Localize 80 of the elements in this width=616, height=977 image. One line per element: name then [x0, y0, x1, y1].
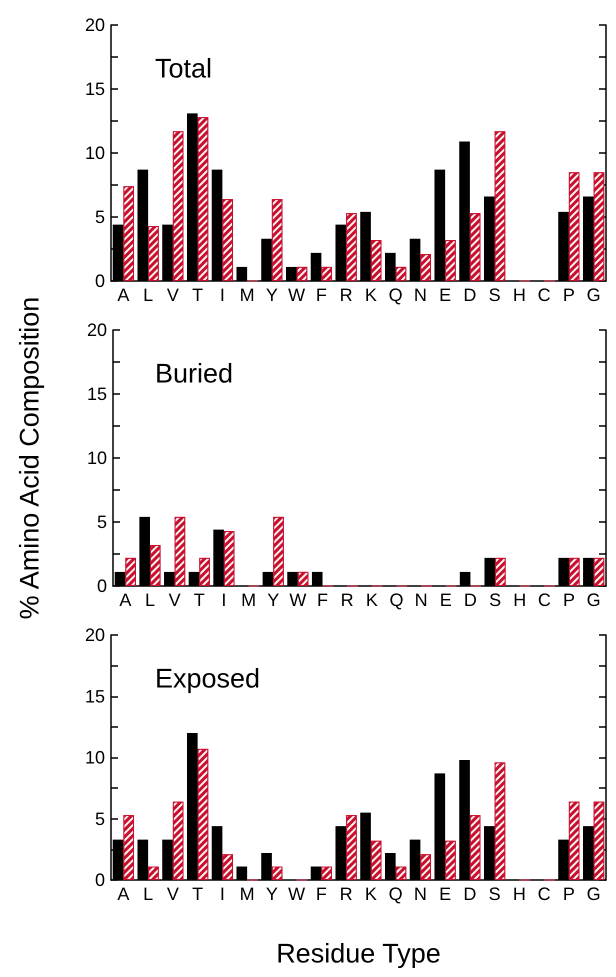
y-tick-label: 15	[84, 686, 105, 706]
y-tick-label: 15	[84, 79, 105, 99]
y-tick-label: 0	[94, 870, 105, 890]
x-tick-label: A	[119, 590, 132, 610]
x-tick-label: A	[117, 285, 130, 305]
x-tick-label: P	[562, 884, 575, 904]
x-tick-label: I	[220, 285, 225, 305]
x-tick-label: I	[220, 884, 225, 904]
y-tick-label: 5	[94, 207, 105, 227]
x-tick-label: N	[414, 590, 428, 610]
x-tick-label: I	[221, 590, 226, 610]
x-tick-label: M	[240, 884, 255, 904]
y-tick-label: 20	[86, 320, 107, 340]
y-tick-label: 10	[84, 143, 105, 163]
x-tick-label: T	[192, 285, 204, 305]
x-tick-label: K	[364, 884, 377, 904]
x-tick-label: K	[366, 590, 378, 610]
x-tick-label: H	[512, 285, 526, 305]
x-tick-label: Y	[266, 884, 278, 904]
x-tick-label: R	[340, 884, 353, 904]
y-tick-label: 0	[96, 576, 107, 596]
x-tick-label: V	[168, 590, 181, 610]
x-tick-label: C	[538, 884, 551, 904]
x-tick-label: M	[241, 590, 256, 610]
y-tick-label: 5	[94, 808, 105, 829]
x-tick-label: H	[512, 884, 526, 904]
x-tick-label: K	[364, 285, 377, 305]
x-tick-label: V	[166, 285, 179, 305]
x-tick-label: F	[316, 285, 327, 305]
y-tick-label: 10	[86, 448, 107, 468]
x-tick-label: Q	[388, 884, 403, 904]
x-tick-label: C	[538, 285, 551, 305]
x-tick-label: Q	[388, 285, 403, 305]
text: Exposed	[155, 664, 260, 694]
x-tick-label: S	[488, 285, 501, 305]
x-tick-label: G	[586, 884, 601, 904]
y-axis-title: % Amino Acid Composition	[14, 296, 44, 620]
x-tick-label: N	[414, 884, 427, 904]
x-tick-label: F	[317, 590, 328, 610]
x-tick-label: T	[194, 590, 205, 610]
x-tick-label: W	[288, 285, 306, 305]
x-tick-label: S	[489, 590, 502, 610]
x-tick-label: R	[340, 285, 353, 305]
y-tick-label: 10	[84, 748, 105, 768]
x-tick-label: W	[289, 590, 306, 610]
y-tick-label: 20	[84, 15, 105, 35]
x-tick-label: L	[143, 884, 154, 904]
x-tick-label: C	[538, 590, 551, 610]
x-tick-label: E	[439, 884, 452, 904]
x-tick-label: G	[586, 285, 601, 305]
text: Buried	[155, 358, 234, 388]
x-tick-label: D	[464, 590, 477, 610]
y-tick-label: 20	[84, 625, 105, 645]
x-tick-label: H	[513, 590, 526, 610]
x-tick-label: V	[166, 884, 179, 904]
x-axis-title: Residue Type	[276, 938, 441, 968]
x-tick-label: W	[288, 884, 306, 904]
y-tick-label: 0	[94, 271, 105, 291]
x-tick-label: T	[192, 884, 204, 904]
x-tick-label: N	[414, 285, 427, 305]
x-tick-label: P	[562, 285, 575, 305]
x-tick-label: E	[440, 590, 452, 610]
x-tick-label: R	[340, 590, 354, 610]
x-tick-label: M	[240, 285, 255, 305]
x-tick-label: E	[439, 285, 452, 305]
x-tick-label: P	[563, 590, 576, 610]
text: Total	[155, 54, 212, 84]
x-tick-label: A	[117, 884, 130, 904]
x-tick-label: D	[463, 285, 476, 305]
x-tick-label: L	[144, 590, 155, 610]
x-tick-label: Y	[266, 285, 278, 305]
y-tick-label: 5	[96, 512, 107, 532]
x-tick-label: Y	[267, 590, 280, 610]
x-tick-label: Q	[389, 590, 404, 610]
x-tick-label: L	[143, 285, 154, 305]
x-tick-label: F	[316, 884, 327, 904]
x-tick-label: D	[463, 884, 476, 904]
x-tick-label: S	[488, 884, 501, 904]
y-tick-label: 15	[86, 384, 107, 404]
x-tick-label: G	[586, 590, 601, 610]
